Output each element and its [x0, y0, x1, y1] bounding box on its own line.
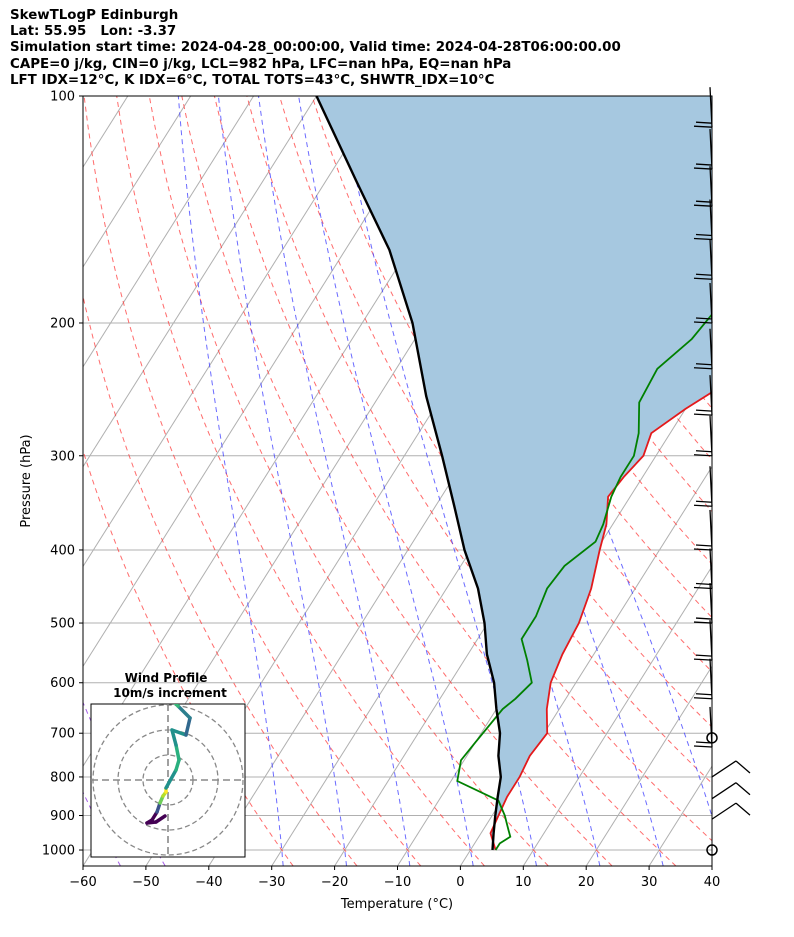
wind-barb — [693, 583, 713, 624]
dry-adiabat — [311, 96, 712, 728]
hodograph-segment — [164, 768, 178, 790]
hodograph-segment — [176, 704, 192, 720]
moist-adiabat — [177, 96, 284, 866]
moist-adiabat — [258, 96, 411, 866]
y-tick-label: 900 — [50, 809, 75, 824]
wind-barb — [693, 548, 713, 590]
cape-cin-shading — [316, 96, 712, 850]
parcel-profile-line — [315, 96, 503, 851]
moist-adiabat — [298, 96, 474, 866]
y-axis-label: Pressure (hPa) — [19, 434, 34, 527]
y-tick-label: 200 — [50, 316, 75, 331]
y-tick-label: 1000 — [42, 844, 75, 859]
x-tick-label: 30 — [641, 875, 658, 890]
x-tick-label: 0 — [456, 875, 464, 890]
isotherm-line — [522, 565, 712, 866]
hodograph-inset: Wind Profile 10m/s increment — [90, 671, 246, 858]
x-tick-label: −50 — [132, 875, 159, 890]
title-line: SkewTLogP Edinburgh — [10, 8, 179, 23]
isotherm-line — [711, 865, 712, 866]
dry-adiabat — [83, 294, 358, 866]
isotherm-line — [585, 665, 712, 866]
x-tick-label: −10 — [384, 875, 411, 890]
dry-adiabat — [181, 96, 613, 866]
isotherm-line — [83, 96, 317, 468]
y-tick-label: 700 — [50, 727, 75, 742]
wind-barb — [693, 166, 713, 207]
profile-lines — [315, 96, 712, 851]
wind-barbs — [693, 87, 751, 856]
moist-adiabat — [418, 96, 664, 866]
x-axis-label: Temperature (°C) — [340, 897, 453, 912]
y-tick-label: 600 — [50, 676, 75, 691]
dry-adiabat — [83, 448, 294, 866]
hodograph-title: Wind Profile — [125, 671, 208, 685]
title-line: LFT IDX=12°C, K IDX=6°C, TOTAL TOTS=43°C… — [10, 72, 495, 88]
wind-barb — [693, 328, 713, 370]
wind-barb — [693, 415, 713, 457]
moist-adiabat — [338, 96, 537, 866]
title-line: Lat: 55.95 Lon: -3.37 — [10, 24, 177, 40]
x-tick-label: −40 — [195, 875, 222, 890]
x-tick-label: −30 — [258, 875, 285, 890]
x-tick-label: −60 — [69, 875, 96, 890]
wind-barb — [711, 802, 751, 820]
title-line: CAPE=0 j/kg, CIN=0 j/kg, LCL=982 hPa, LF… — [10, 56, 512, 72]
y-axis-ticks: 1000 900 800 700 600 500 400 300 200 100 — [42, 90, 83, 859]
dewpoint-line — [456, 312, 712, 851]
isotherm-line — [83, 96, 255, 368]
dry-adiabat — [116, 96, 485, 866]
hodograph-content — [91, 704, 245, 857]
wind-barb — [693, 375, 713, 416]
hodograph-segment — [174, 743, 181, 762]
hodograph-segment — [173, 704, 180, 708]
wind-barb — [693, 706, 713, 748]
y-tick-label: 800 — [50, 770, 75, 785]
chart-title-block: SkewTLogP Edinburgh Lat: 55.95 Lon: -3.3… — [10, 8, 621, 89]
wind-barb — [693, 620, 713, 661]
hodograph-segment — [184, 716, 192, 737]
wind-barb — [693, 282, 713, 324]
title-line: Simulation start time: 2024-04-28_00:00:… — [10, 40, 621, 56]
isotherm-line — [83, 96, 443, 668]
x-tick-label: 20 — [578, 875, 595, 890]
wind-barb — [711, 782, 751, 800]
y-tick-label: 400 — [50, 543, 75, 558]
x-tick-label: 40 — [704, 875, 721, 890]
x-tick-label: 10 — [515, 875, 532, 890]
wind-barb — [693, 129, 713, 170]
x-tick-label: −20 — [321, 875, 348, 890]
shaded-area — [316, 96, 712, 850]
moist-adiabat — [217, 96, 347, 866]
isotherm-line — [83, 96, 380, 568]
isotherm-line — [83, 96, 192, 268]
wind-barb-calm — [706, 732, 718, 744]
x-axis-ticks: −60 −50 −40 −30 −20 −10 0 10 20 30 40 — [69, 866, 720, 890]
y-tick-label: 500 — [50, 617, 75, 632]
y-tick-label: 300 — [50, 449, 75, 464]
wind-barb — [693, 658, 713, 700]
wind-barb — [693, 87, 713, 128]
hodograph-subtitle: 10m/s increment — [113, 686, 227, 700]
dry-adiabat — [213, 96, 677, 866]
dry-adiabat — [83, 96, 422, 866]
wind-barb — [693, 466, 713, 507]
wind-barb-calm — [706, 844, 718, 856]
wind-barb — [711, 760, 751, 778]
hodograph-segment — [170, 728, 178, 747]
wind-barb — [693, 239, 713, 280]
hodograph-segment — [154, 814, 167, 824]
wind-barb — [693, 509, 713, 551]
y-tick-label: 100 — [50, 90, 75, 105]
hodograph-segment — [170, 728, 188, 737]
dry-adiabat — [279, 96, 712, 784]
